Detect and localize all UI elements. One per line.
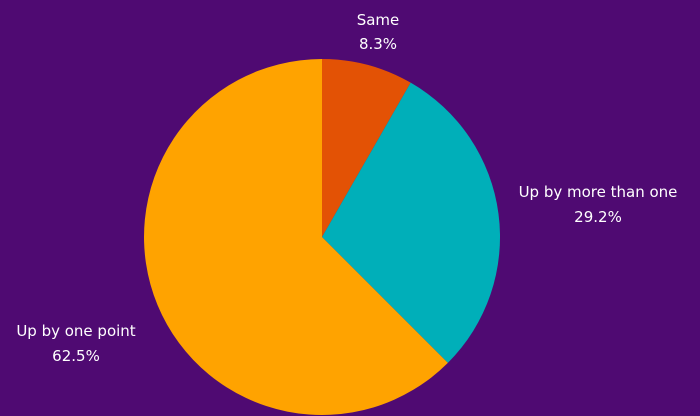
slice-labels: Same 8.3% Up by more than one 29.2% Up b…	[16, 11, 677, 365]
pie-slice-up-by-more-than-one	[322, 82, 501, 363]
slice-value-up-by-one-point: 62.5%	[52, 347, 100, 365]
slice-value-up-by-more-than-one: 29.2%	[574, 208, 622, 226]
slice-label-up-by-more-than-one: Up by more than one	[519, 183, 678, 201]
pie-slice-same	[322, 59, 411, 237]
slice-label-same: Same	[357, 11, 400, 29]
pie-slices	[144, 59, 501, 415]
pie-slice-up-by-one-point	[144, 59, 448, 415]
slice-label-up-by-one-point: Up by one point	[16, 322, 135, 340]
slice-value-same: 8.3%	[359, 35, 397, 53]
